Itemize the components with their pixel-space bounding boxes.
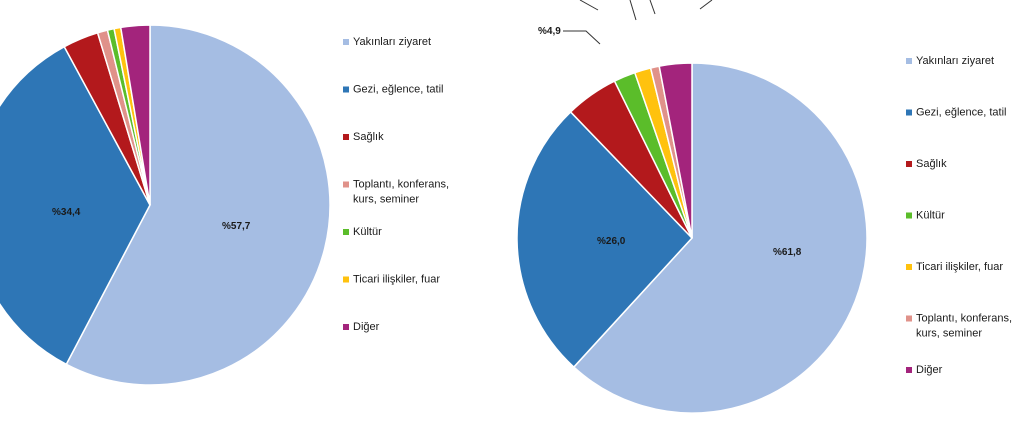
pie1-legend-label-gezi-eglence-tatil: Gezi, eğlence, tatil bbox=[353, 84, 444, 96]
pie2-legend-label-toplanti-konferans-kurs-seminer-line-2: kurs, seminer bbox=[916, 328, 982, 340]
pie1-legend-label-yakinlari-ziyaret: Yakınları ziyaret bbox=[353, 36, 431, 48]
pie1-slice-yakinlari-ziyaret bbox=[65, 24, 331, 386]
pie-chart-2: %61,8 %26,0 %4,9 Yakınları ziyaret Gezi, eğl… bbox=[516, 0, 1012, 414]
pie2-legend-swatch-kultur bbox=[906, 212, 912, 219]
pie1-legend-swatch-saglik bbox=[343, 134, 349, 140]
pie1-slice-gezi-eglence-tatil bbox=[0, 45, 151, 366]
pie1-slice-diger bbox=[119, 24, 151, 206]
pie2-legend-label-yakinlari-ziyaret: Yakınları ziyaret bbox=[916, 55, 994, 67]
pie1-legend-label-toplanti-konferans-kurs-seminer: Toplantı, konferans, bbox=[353, 179, 449, 191]
pie1-legend-swatch-gezi-eglence-tatil bbox=[343, 86, 349, 93]
pie2-legend-swatch-diger bbox=[906, 367, 912, 373]
pie1-legend-label-toplanti-konferans-kurs-seminer-line-2: kurs, seminer bbox=[353, 194, 419, 206]
pie2-legend-swatch-ticari-iliskiler-fuar bbox=[906, 264, 912, 270]
pie2-legend-label-toplanti-konferans-kurs-seminer: Toplantı, konferans, bbox=[916, 313, 1012, 325]
pie2-slice-diger bbox=[658, 62, 693, 239]
pie1-legend-swatch-toplanti-konferans-kurs-seminer bbox=[343, 181, 349, 188]
pie2-legend-label-kultur: Kültür bbox=[916, 210, 945, 222]
pie1-legend-label-kultur: Kültür bbox=[353, 226, 382, 238]
pie1-data-label-yakinlari-ziyaret: %57,7 bbox=[222, 221, 251, 232]
pie2-leader-line-saglik bbox=[563, 30, 601, 45]
pie2-leader-line-top-2 bbox=[629, 0, 637, 21]
pie1-legend-swatch-ticari-iliskiler-fuar bbox=[343, 276, 349, 283]
pie2-legend-label-diger: Diğer bbox=[916, 364, 943, 376]
pie1-legend-label-ticari-iliskiler-fuar: Ticari ilişkiler, fuar bbox=[353, 274, 440, 286]
pie2-legend-label-ticari-iliskiler-fuar: Ticari ilişkiler, fuar bbox=[916, 261, 1003, 273]
pie2-data-label-saglik: %4,9 bbox=[538, 26, 561, 37]
pie2-slice-yakinlari-ziyaret bbox=[572, 62, 868, 414]
pie2-legend-label-saglik: Sağlık bbox=[916, 158, 947, 170]
pie2-legend-swatch-yakinlari-ziyaret bbox=[906, 58, 912, 64]
pie2-legend-label-gezi-eglence-tatil: Gezi, eğlence, tatil bbox=[916, 107, 1007, 119]
pie-chart-1: %57,7 %34,4 Yakınları ziyaret Gezi, eğlence… bbox=[0, 24, 449, 386]
pie2-data-label-gezi-eglence-tatil: %26,0 bbox=[597, 236, 626, 247]
pie2-data-label-yakinlari-ziyaret: %61,8 bbox=[773, 247, 802, 258]
pie2-legend-swatch-saglik bbox=[906, 161, 912, 167]
pie2-leader-line-top-3 bbox=[649, 0, 656, 15]
pie1-legend-swatch-diger bbox=[343, 324, 349, 330]
pie2-slice-gezi-eglence-tatil bbox=[516, 110, 694, 369]
pie1-data-label-gezi-eglence-tatil: %34,4 bbox=[52, 207, 81, 218]
pie2-legend-swatch-toplanti-konferans-kurs-seminer bbox=[906, 315, 912, 322]
pie1-legend-swatch-yakinlari-ziyaret bbox=[343, 39, 349, 45]
pie1-legend-swatch-kultur bbox=[343, 229, 349, 235]
pie2-leader-line-top-1 bbox=[579, 0, 599, 11]
pie2-leader-line-top-4 bbox=[699, 0, 713, 10]
pie1-legend-label-saglik: Sağlık bbox=[353, 131, 384, 143]
pie1-legend-label-diger: Diğer bbox=[353, 321, 380, 333]
pie2-legend-swatch-gezi-eglence-tatil bbox=[906, 109, 912, 116]
